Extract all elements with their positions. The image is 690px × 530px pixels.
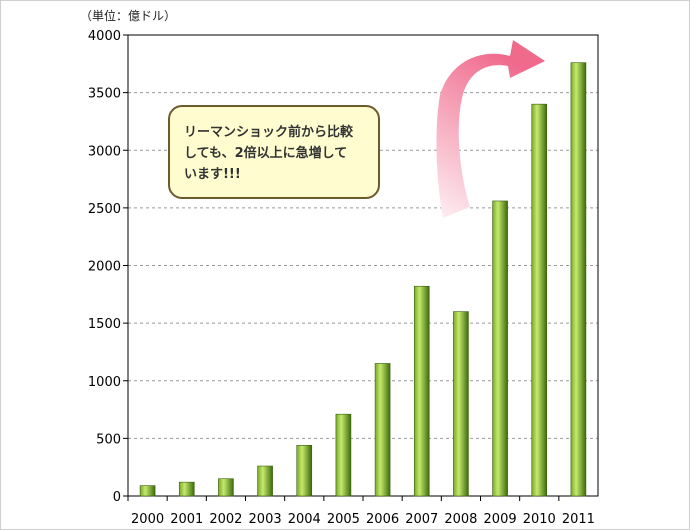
bar	[453, 311, 469, 497]
bar	[218, 478, 234, 497]
bar	[139, 485, 156, 497]
y-tick-label: 2000	[88, 260, 121, 275]
axes	[123, 34, 599, 501]
bar	[413, 285, 430, 497]
bar	[570, 62, 587, 497]
y-tick-labels: 0 500 1000 1500 2000 2500 3000 3500 4000	[88, 29, 121, 505]
callout-line: しても、2倍以上に急増して	[184, 146, 348, 161]
x-tick-label: 2009	[484, 512, 517, 527]
x-tick-label: 2008	[444, 512, 477, 527]
bar	[257, 465, 273, 497]
growth-arrow-icon	[436, 40, 545, 218]
bar	[335, 413, 352, 497]
x-tick-label: 2010	[523, 512, 556, 527]
x-tick-label: 2004	[288, 512, 321, 527]
callout-note: リーマンショック前から比較 しても、2倍以上に急増して います!!!	[168, 105, 380, 199]
x-tick-label: 2003	[249, 512, 282, 527]
x-tick-label: 2011	[562, 512, 595, 527]
y-tick-label: 2500	[88, 202, 121, 217]
x-tick-label: 2001	[170, 512, 203, 527]
bar	[492, 200, 508, 497]
x-tick-labels: 2000 2001 2002 2003 2004 2005 2006 2007 2008 2009…	[131, 512, 595, 527]
gridlines	[128, 34, 598, 439]
y-tick-label: 3500	[88, 87, 121, 102]
x-tick-label: 2000	[131, 512, 164, 527]
y-axis-unit-label: （単位：億ドル）	[80, 9, 177, 23]
y-tick-label: 0	[113, 490, 121, 505]
y-tick-label: 4000	[88, 29, 121, 44]
x-tick-label: 2006	[366, 512, 399, 527]
y-tick-label: 3000	[88, 144, 121, 159]
x-tick-label: 2002	[209, 512, 242, 527]
x-tick-label: 2007	[405, 512, 438, 527]
callout-line: います!!!	[184, 167, 241, 182]
y-tick-label: 500	[96, 432, 121, 447]
y-tick-label: 1500	[88, 317, 121, 332]
bar	[531, 103, 548, 497]
bars	[139, 62, 587, 497]
callout-line: リーマンショック前から比較	[184, 125, 354, 140]
y-tick-label: 1000	[88, 375, 121, 390]
x-tick-label: 2005	[327, 512, 360, 527]
bar	[374, 363, 391, 497]
bar	[178, 481, 195, 497]
bar	[296, 444, 313, 497]
